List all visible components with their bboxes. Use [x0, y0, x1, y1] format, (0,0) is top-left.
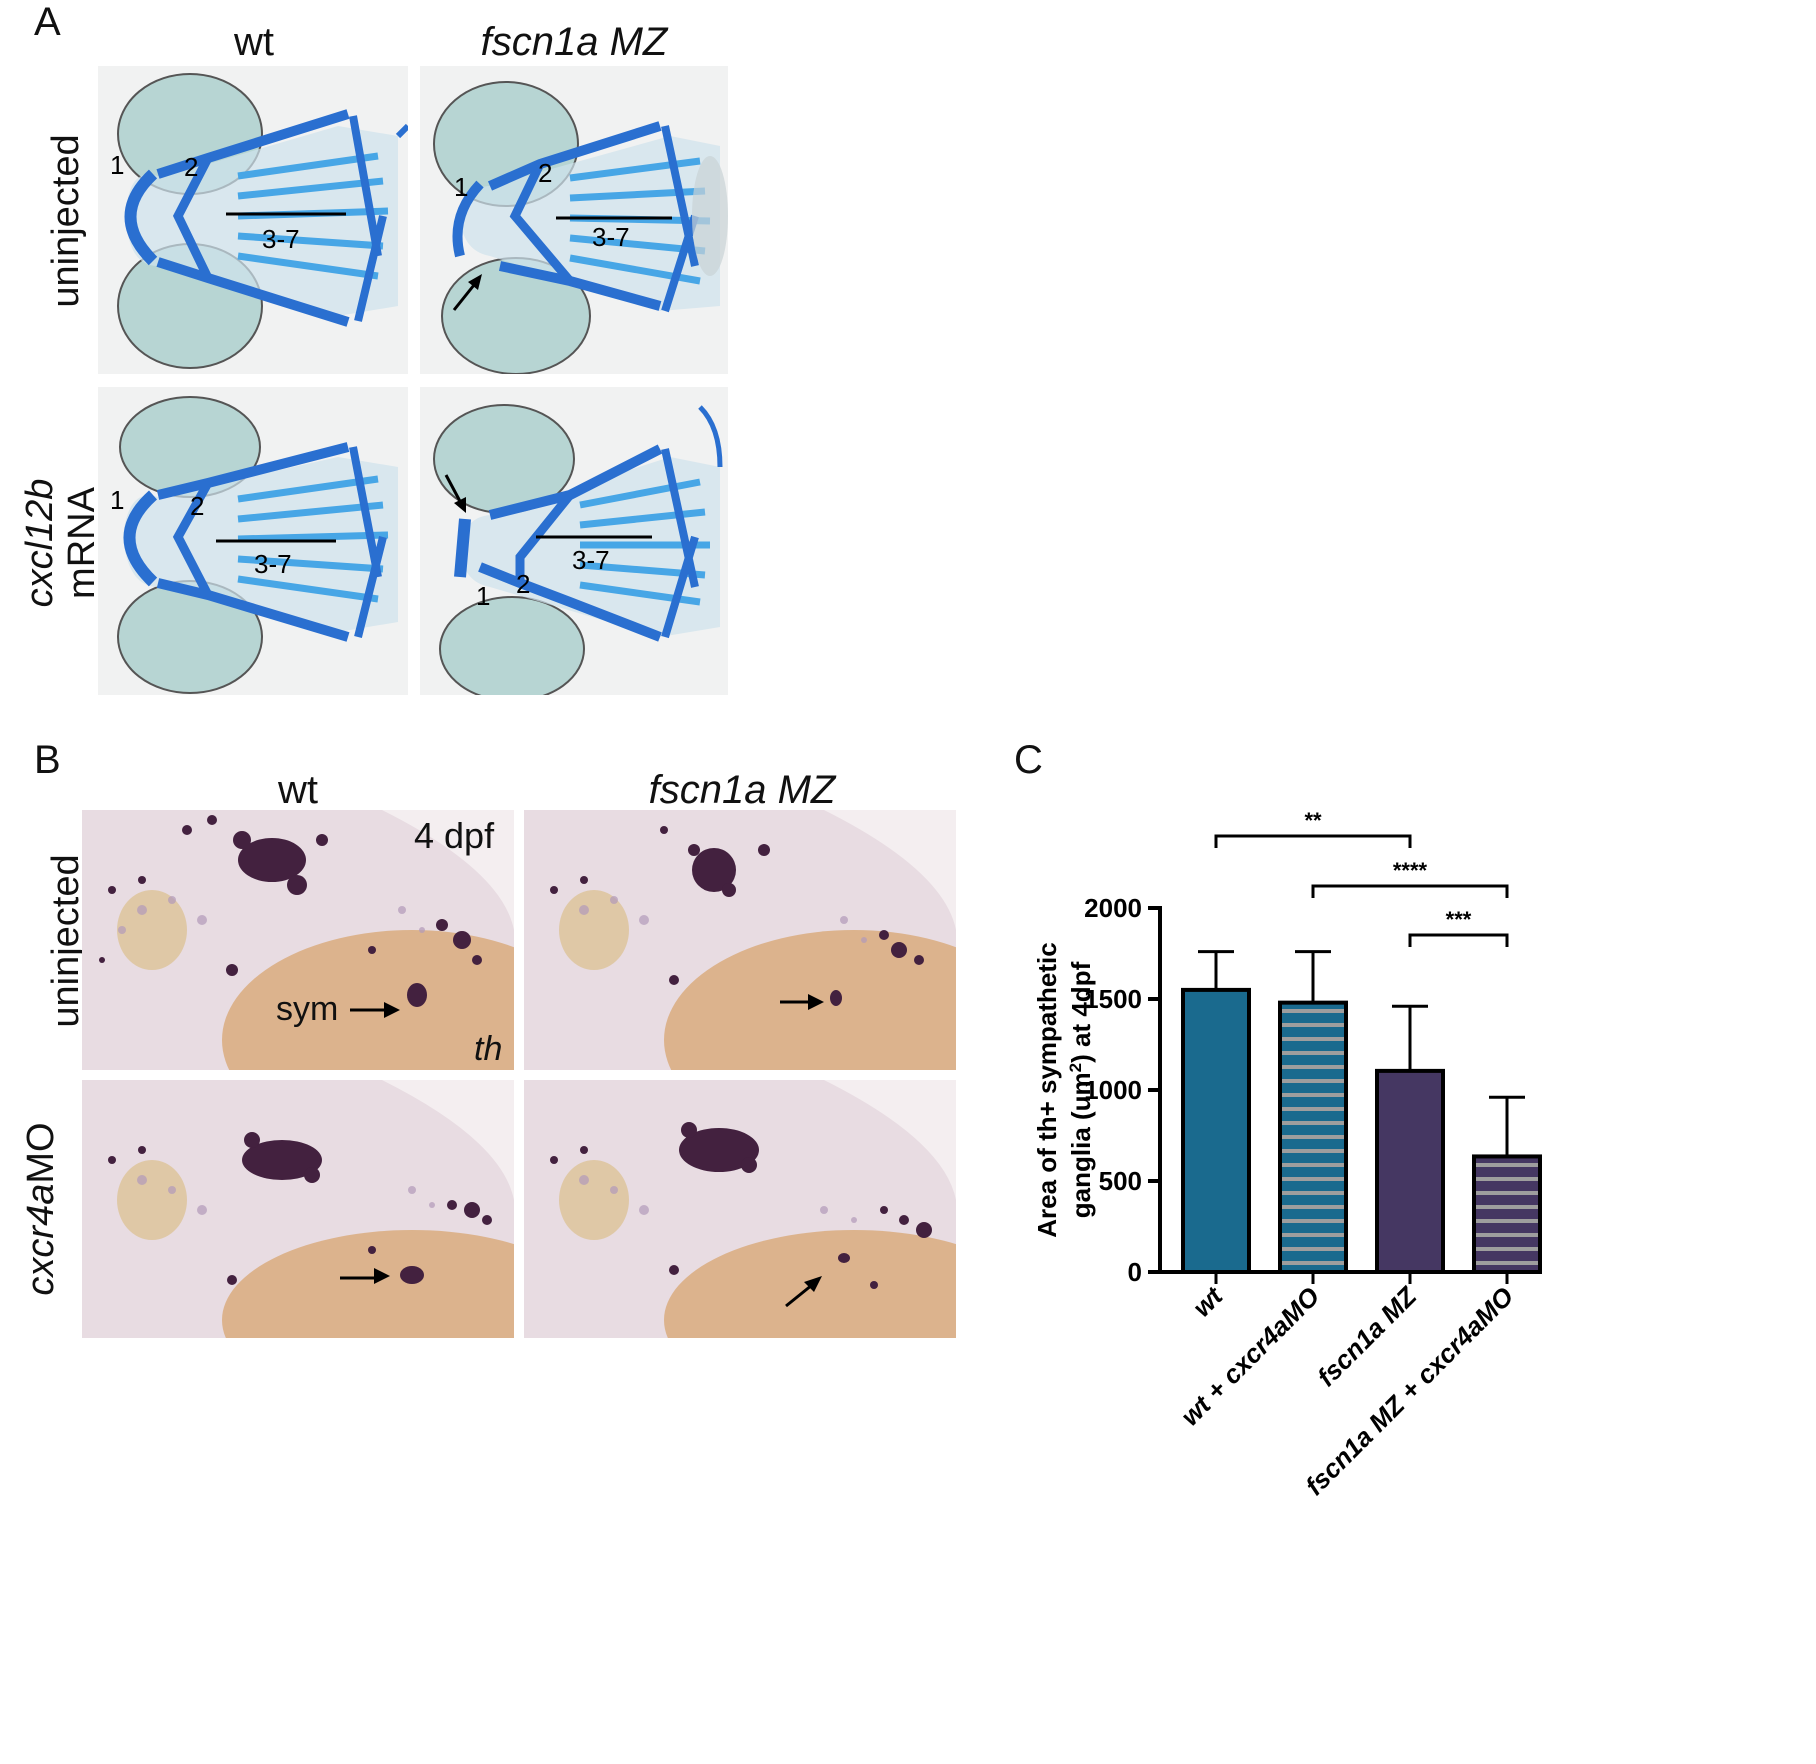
- x-tick-label: wt: [1187, 1280, 1230, 1323]
- label-3-7: 3-7: [262, 224, 300, 254]
- panel-b-letter: B: [34, 738, 61, 782]
- y-axis-label: Area of th+ sympathetic: [1032, 942, 1062, 1237]
- bar: [1181, 987, 1251, 1274]
- panel-c-letter: C: [1014, 738, 1043, 782]
- bar: [1375, 1068, 1445, 1275]
- panel-a-row-header-uninjected: uninjected: [45, 134, 87, 308]
- svg-text:1: 1: [110, 485, 124, 515]
- panel-a-letter: A: [34, 0, 61, 44]
- y-tick-label: 1500: [1084, 984, 1142, 1014]
- panel-a-col-header-wt: wt: [234, 20, 274, 64]
- cartilage-image-mz-uninjected: 1 2 3-7: [420, 66, 728, 374]
- probe-label: th: [474, 1030, 503, 1068]
- svg-text:2: 2: [190, 491, 204, 521]
- bar-chart: 0 500 1000 1500 2000 Area of th+ sympathetic g…: [1032, 808, 1542, 1501]
- significance-label: ***: [1446, 907, 1472, 932]
- panel-b-col-header-mz: fscn1a MZ: [648, 768, 836, 812]
- y-tick-label: 500: [1099, 1166, 1142, 1196]
- svg-text:3-7: 3-7: [592, 222, 630, 252]
- label-2: 2: [184, 152, 198, 182]
- panel-a-col-header-mz: fscn1a MZ: [480, 20, 668, 64]
- significance-bracket: [1214, 834, 1412, 848]
- bar: [1278, 1000, 1348, 1274]
- stage-label: 4 dpf: [414, 815, 495, 856]
- sym-label: sym: [276, 990, 339, 1028]
- cartilage-image-mz-cxcl12b: 1 2 3-7: [420, 387, 728, 695]
- ish-image-mz-uninjected: [524, 810, 956, 1070]
- bar: [1472, 1154, 1542, 1274]
- svg-text:3-7: 3-7: [572, 545, 610, 575]
- y-tick-label: 2000: [1084, 893, 1142, 923]
- ish-image-mz-cxcr4amo: [524, 1080, 956, 1338]
- ish-image-wt-uninjected: [82, 810, 514, 1070]
- ish-image-wt-cxcr4amo: [82, 1080, 514, 1338]
- y-tick-label: 1000: [1084, 1075, 1142, 1105]
- svg-text:1: 1: [476, 581, 490, 611]
- cartilage-image-wt-uninjected: 1 2 3-7: [98, 66, 408, 374]
- svg-text:3-7: 3-7: [254, 549, 292, 579]
- panel-b-row-header-cxcr4amo: cxcr4aMO: [20, 1122, 62, 1296]
- panel-b-col-header-wt: wt: [278, 768, 318, 812]
- significance-bracket: [1408, 933, 1509, 947]
- svg-text:1: 1: [454, 172, 468, 202]
- y-axis-label-line2: ganglia (um2) at 4dpf: [1066, 961, 1097, 1218]
- significance-label: **: [1304, 808, 1322, 833]
- significance-bracket: [1311, 884, 1509, 898]
- cartilage-image-wt-cxcl12b: 1 2 3-7: [98, 387, 408, 695]
- svg-text:2: 2: [538, 158, 552, 188]
- svg-text:2: 2: [516, 569, 530, 599]
- label-1: 1: [110, 150, 124, 180]
- significance-label: ****: [1393, 858, 1428, 883]
- y-tick-label: 0: [1128, 1257, 1142, 1287]
